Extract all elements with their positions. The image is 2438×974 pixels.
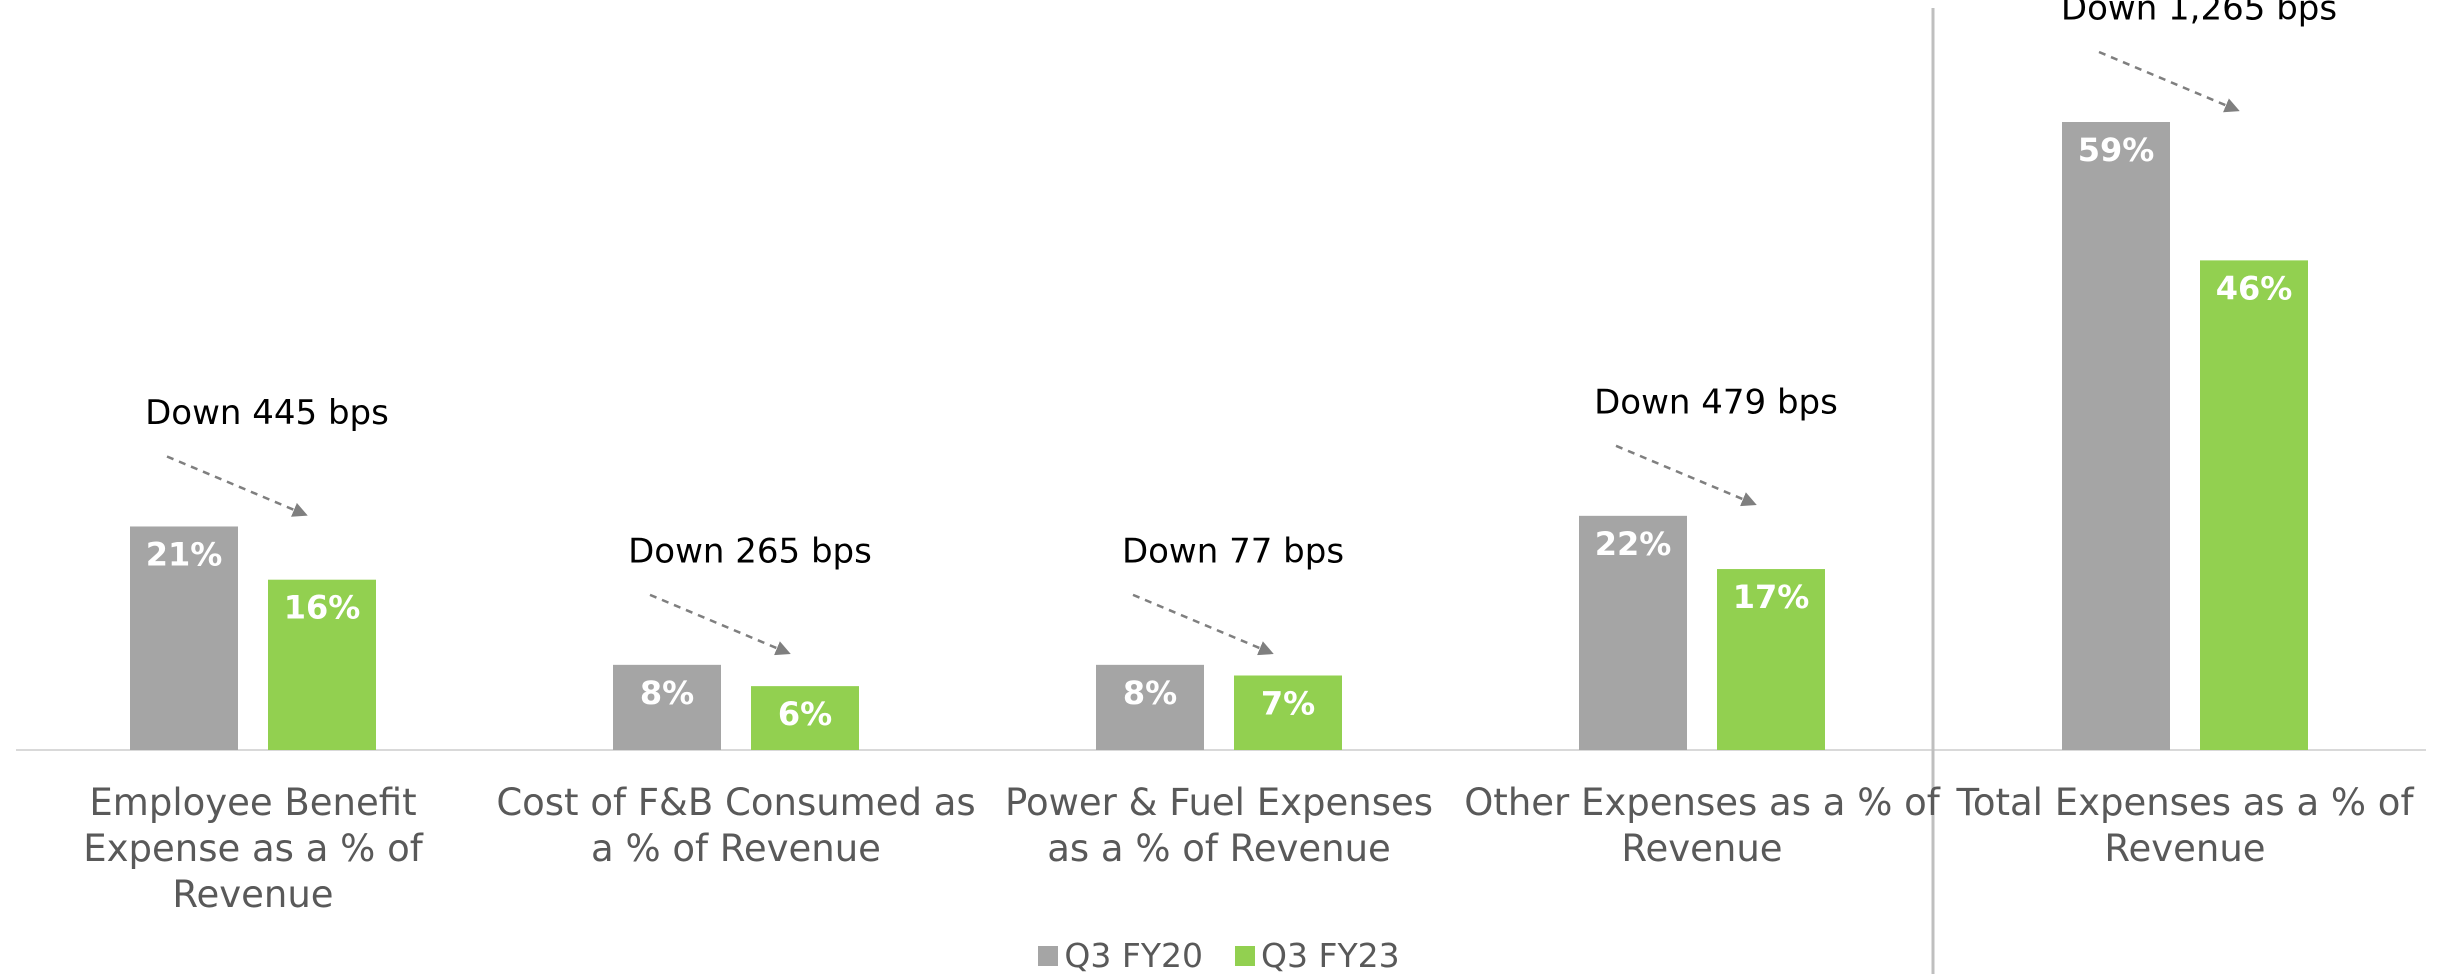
legend-item: Q3 FY20 <box>1038 936 1203 974</box>
annotation: Down 445 bps <box>145 393 389 433</box>
annotation: Down 77 bps <box>1122 531 1344 571</box>
bar <box>2062 122 2170 750</box>
bar <box>268 579 376 750</box>
bar <box>751 686 859 750</box>
data-label: 16% <box>284 589 361 627</box>
x-tick-label: Power & Fuel Expenses as a % of Revenue <box>1004 781 1434 870</box>
annotation: Down 1,265 bps <box>2061 0 2337 29</box>
bar <box>1096 664 1204 750</box>
bar <box>613 664 721 750</box>
annotation: Down 479 bps <box>1594 382 1838 422</box>
annotation-arrow <box>166 455 308 517</box>
x-tick-label: Employee Benefit Expense as a % of Reven… <box>83 781 423 916</box>
annotation-arrow <box>1132 593 1274 656</box>
bar <box>130 526 238 750</box>
data-label: 46% <box>2216 269 2293 307</box>
legend-swatch <box>1038 945 1059 966</box>
bar <box>1234 675 1342 750</box>
legend-label: Q3 FY20 <box>1064 936 1203 974</box>
annotation-arrow <box>649 593 791 656</box>
legend-item: Q3 FY23 <box>1235 936 1400 974</box>
x-tick-label: Cost of F&B Consumed as a % of Revenue <box>496 781 976 870</box>
legend-label: Q3 FY23 <box>1261 936 1400 974</box>
annotation: Down 265 bps <box>628 531 872 571</box>
data-label: 6% <box>778 695 832 733</box>
data-label: 8% <box>1123 674 1177 712</box>
bar <box>1717 569 1825 750</box>
data-label: 21% <box>146 535 223 573</box>
bar <box>2200 260 2308 750</box>
data-label: 8% <box>640 674 694 712</box>
legend: Q3 FY20 Q3 FY23 <box>0 936 2438 974</box>
bar <box>1579 515 1687 750</box>
data-label: 59% <box>2078 131 2155 169</box>
annotation-arrow <box>2098 50 2240 113</box>
data-label: 17% <box>1733 578 1810 616</box>
x-tick-label: Other Expenses as a % of Revenue <box>1464 781 1940 870</box>
data-label: 22% <box>1595 525 1672 563</box>
annotation-arrow <box>1615 444 1757 507</box>
x-tick-label: Total Expenses as a % of Revenue <box>1956 781 2414 870</box>
data-label: 7% <box>1261 684 1315 722</box>
legend-swatch <box>1235 945 1255 966</box>
